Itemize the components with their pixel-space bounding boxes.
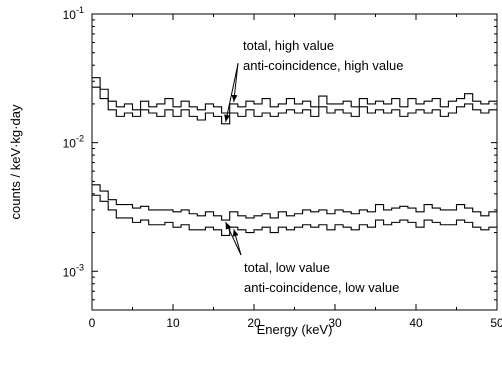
y-tick-label: 10-3 [63,262,84,279]
y-tick-label-base: 10 [63,137,77,151]
annotation-label-2: total, low value [244,260,330,275]
annotation-arrow-2 [225,221,242,256]
series-line-2 [92,184,497,221]
x-tick-label: 50 [490,316,502,330]
series-line-1 [92,86,497,125]
annotation-label-0: total, high value [243,38,334,53]
ticks-group [91,13,498,311]
y-tick-label-exponent: -1 [76,5,84,15]
x-tick-label: 20 [247,316,261,330]
x-axis-title: Energy (keV) [257,322,333,337]
y-axis-title: counts / keV·kg·day [8,104,23,219]
x-tick-label: 0 [89,316,96,330]
y-tick-label: 10-1 [63,5,84,22]
x-tick-label: 30 [328,316,342,330]
annotation-arrow-3 [232,229,242,256]
annotation-label-1: anti-coincidence, high value [243,58,403,73]
y-tick-label: 10-2 [63,134,84,151]
annotations-group: total, high value anti-coincidence, high … [224,38,403,295]
y-tick-label-base: 10 [63,265,77,279]
annotation-label-3: anti-coincidence, low value [244,280,399,295]
annotation-arrow-1 [224,63,239,122]
series-line-0 [92,77,497,114]
x-tick-label: 10 [166,316,180,330]
x-tick-label: 40 [409,316,423,330]
y-tick-label-exponent: -2 [76,134,84,144]
y-tick-label-exponent: -3 [76,262,84,272]
series-line-3 [92,194,497,236]
y-tick-label-base: 10 [63,8,77,22]
series-group [92,77,497,236]
